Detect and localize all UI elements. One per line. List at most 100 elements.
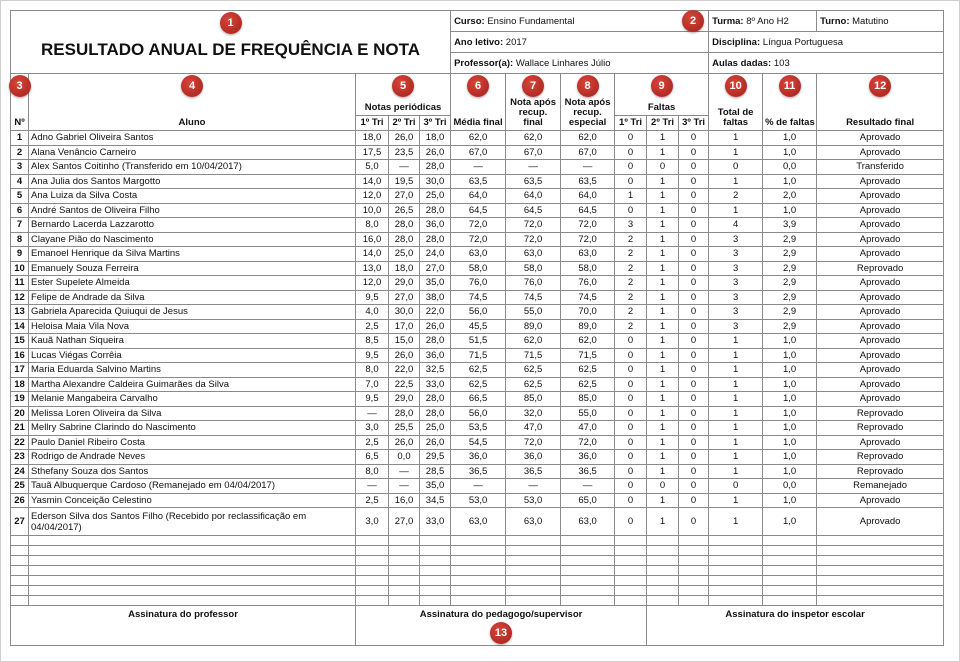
cell-faltas-tri2: 1 xyxy=(646,188,680,204)
cell-nota-tri1: 17,5 xyxy=(355,144,389,160)
table-row: 5 Ana Luiza da Silva Costa 12,0 27,0 25,0 64,… xyxy=(10,188,945,204)
cell-nota-tri1: 2,5 xyxy=(355,492,389,508)
cell-nota-tri3: 36,0 xyxy=(418,347,452,363)
cell-nota-tri2: 26,5 xyxy=(388,202,420,218)
empty-cell xyxy=(678,535,710,546)
cell-pct-faltas: 2,9 xyxy=(762,318,818,334)
empty-cell xyxy=(28,585,356,596)
disciplina-field: Disciplina: Língua Portuguesa xyxy=(708,31,945,53)
cell-aluno: Tauã Albuquerque Cardoso (Remanejado em … xyxy=(28,478,356,494)
cell-nota-tri1: 8,0 xyxy=(355,463,389,479)
cell-faltas-tri1: 0 xyxy=(614,463,648,479)
cell-recup-especial: 36,5 xyxy=(560,463,616,479)
callout-marker-3: 3 xyxy=(8,75,31,97)
table-row: 22 Paulo Daniel Ribeiro Costa 2,5 26,0 26,0 5… xyxy=(10,434,945,450)
cell-recup-final: 63,5 xyxy=(505,173,562,189)
turma-label: Turma: xyxy=(712,15,744,27)
empty-cell xyxy=(816,555,945,566)
table-row: 16 Lucas Viégas Corrêia 9,5 26,0 36,0 71,5 71,… xyxy=(10,347,945,363)
cell-pct-faltas: 1,0 xyxy=(762,130,818,146)
cell-nota-tri3: 28,0 xyxy=(418,202,452,218)
cell-recup-final: 58,0 xyxy=(505,260,562,276)
cell-recup-final: — xyxy=(505,478,562,494)
cell-nota-tri1: 14,0 xyxy=(355,246,389,262)
empty-cell xyxy=(10,565,29,576)
cell-total-faltas: 0 xyxy=(708,478,764,494)
results-sheet: RESULTADO ANUAL DE FREQUÊNCIA E NOTA 1 Cu… xyxy=(8,10,945,646)
cell-nota-tri3: 22,0 xyxy=(418,304,452,320)
cell-aluno: Ester Supelete Almeida xyxy=(28,275,356,291)
cell-pct-faltas: 2,0 xyxy=(762,188,818,204)
col-media-final: Média final 6 xyxy=(450,73,507,131)
cell-faltas-tri1: 2 xyxy=(614,260,648,276)
col-aluno-label: Aluno xyxy=(178,117,206,128)
empty-cell xyxy=(646,565,680,576)
cell-total-faltas: 1 xyxy=(708,362,764,378)
table-row: 11 Ester Supelete Almeida 12,0 29,0 35,0 76,0… xyxy=(10,275,945,291)
table-row: 6 André Santos de Oliveira Filho 10,0 26,5 2… xyxy=(10,202,945,218)
cell-aluno: Sthefany Souza dos Santos xyxy=(28,463,356,479)
empty-cell xyxy=(505,545,562,556)
cell-recup-especial: 72,0 xyxy=(560,434,616,450)
cell-recup-especial: 74,5 xyxy=(560,289,616,305)
cell-resultado-final: Aprovado xyxy=(816,507,945,536)
cell-faltas-tri2: 1 xyxy=(646,246,680,262)
cell-recup-especial: 70,0 xyxy=(560,304,616,320)
cell-faltas-tri1: 2 xyxy=(614,318,648,334)
empty-cell xyxy=(28,595,356,606)
turno-label: Turno: xyxy=(820,15,850,27)
table-row: 9 Emanoel Henrique da Silva Martins 14,0 25… xyxy=(10,246,945,262)
cell-recup-especial: 36,0 xyxy=(560,449,616,465)
cell-faltas-tri3: 0 xyxy=(678,376,710,392)
cell-num: 10 xyxy=(10,260,29,276)
cell-nota-tri1: 12,0 xyxy=(355,188,389,204)
cell-nota-tri2: 18,0 xyxy=(388,260,420,276)
cell-faltas-tri1: 0 xyxy=(614,405,648,421)
cell-pct-faltas: 1,0 xyxy=(762,492,818,508)
empty-cell xyxy=(560,555,616,566)
empty-cell xyxy=(678,555,710,566)
cell-faltas-tri2: 1 xyxy=(646,231,680,247)
cell-recup-especial: 63,0 xyxy=(560,246,616,262)
cell-faltas-tri2: 1 xyxy=(646,217,680,233)
empty-cell xyxy=(614,585,648,596)
cell-recup-final: 64,0 xyxy=(505,188,562,204)
cell-nota-tri1: 8,0 xyxy=(355,217,389,233)
cell-faltas-tri3: 0 xyxy=(678,304,710,320)
cell-recup-final: 62,5 xyxy=(505,376,562,392)
empty-cell xyxy=(762,585,818,596)
cell-num: 2 xyxy=(10,144,29,160)
col-recup-final-label: Nota após recup. final xyxy=(510,97,557,128)
cell-aluno: Melanie Mangabeira Carvalho xyxy=(28,391,356,407)
cell-faltas-tri1: 0 xyxy=(614,420,648,436)
cell-media-final: 64,0 xyxy=(450,188,507,204)
cell-num: 21 xyxy=(10,420,29,436)
ano-letivo-field: Ano letivo: 2017 xyxy=(450,31,710,53)
cell-nota-tri2: 28,0 xyxy=(388,231,420,247)
empty-cell xyxy=(678,545,710,556)
cell-nota-tri3: 26,0 xyxy=(418,434,452,450)
cell-media-final: 62,5 xyxy=(450,362,507,378)
cell-resultado-final: Aprovado xyxy=(816,391,945,407)
cell-nota-tri1: 9,5 xyxy=(355,391,389,407)
empty-cell xyxy=(816,545,945,556)
cell-total-faltas: 3 xyxy=(708,304,764,320)
cell-media-final: 62,0 xyxy=(450,130,507,146)
cell-pct-faltas: 1,0 xyxy=(762,391,818,407)
cell-media-final: 53,0 xyxy=(450,492,507,508)
cell-media-final: 36,5 xyxy=(450,463,507,479)
cell-total-faltas: 1 xyxy=(708,202,764,218)
col-recup-final: Nota após recup. final 7 xyxy=(505,73,562,131)
cell-faltas-tri3: 0 xyxy=(678,318,710,334)
cell-nota-tri3: 32,5 xyxy=(418,362,452,378)
empty-cell xyxy=(450,555,507,566)
cell-recup-final: 36,5 xyxy=(505,463,562,479)
cell-faltas-tri2: 1 xyxy=(646,347,680,363)
cell-faltas-tri1: 0 xyxy=(614,449,648,465)
cell-recup-especial: 89,0 xyxy=(560,318,616,334)
cell-resultado-final: Aprovado xyxy=(816,289,945,305)
cell-total-faltas: 1 xyxy=(708,463,764,479)
cell-nota-tri2: 29,0 xyxy=(388,275,420,291)
cell-faltas-tri3: 0 xyxy=(678,333,710,349)
cell-nota-tri2: 28,0 xyxy=(388,405,420,421)
